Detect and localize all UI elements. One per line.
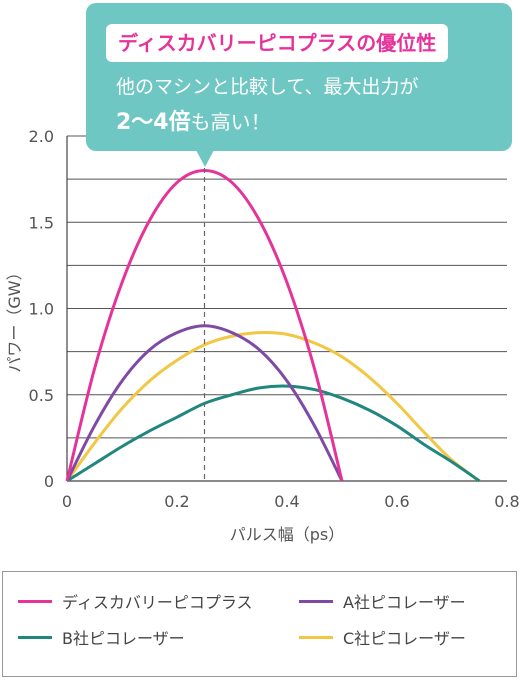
y-tick-label: 0.5	[29, 386, 54, 405]
callout-title: ディスカバリーピコプラスの優位性	[106, 24, 449, 62]
legend: ディスカバリーピコプラス A社ピコレーザー B社ピコレーザー C社ピコレーザー	[2, 571, 517, 677]
x-tick-label: 0.2	[164, 492, 189, 511]
legend-item-2: B社ピコレーザー	[18, 625, 185, 649]
y-axis-label: パワー（GW）	[5, 264, 24, 372]
callout-text-rest: も高い！	[190, 110, 271, 134]
x-tick-label: 0	[62, 492, 72, 511]
callout-text-line1: 他のマシンと比較して、最大出力が	[116, 76, 419, 98]
x-tick-label: 0.8	[494, 492, 519, 511]
legend-swatch-0	[18, 599, 52, 603]
callout-highlight: 2〜4倍	[116, 110, 191, 135]
y-tick-label: 2.0	[29, 127, 54, 146]
callout-text-line2: 2〜4倍も高い！	[116, 104, 271, 136]
x-axis-label: パルス幅（ps）	[230, 525, 345, 544]
y-tick-label: 0	[44, 472, 54, 491]
y-tick-label: 1.0	[29, 300, 54, 319]
legend-item-0: ディスカバリーピコプラス	[18, 589, 253, 613]
y-tick-label: 1.5	[29, 213, 54, 232]
callout-pointer	[196, 150, 214, 167]
series-line-2	[66, 384, 481, 483]
legend-item-1: A社ピコレーザー	[299, 589, 466, 613]
x-tick-label: 0.4	[274, 492, 299, 511]
legend-item-3: C社ピコレーザー	[299, 625, 466, 649]
legend-label-0: ディスカバリーピコプラス	[62, 593, 253, 612]
legend-swatch-1	[299, 599, 333, 603]
legend-label-1: A社ピコレーザー	[343, 593, 466, 612]
x-tick-label: 0.6	[384, 492, 409, 511]
legend-label-2: B社ピコレーザー	[62, 629, 185, 648]
legend-label-3: C社ピコレーザー	[343, 629, 466, 648]
legend-swatch-3	[299, 635, 333, 639]
series-line-3	[65, 331, 481, 483]
legend-swatch-2	[18, 635, 52, 639]
